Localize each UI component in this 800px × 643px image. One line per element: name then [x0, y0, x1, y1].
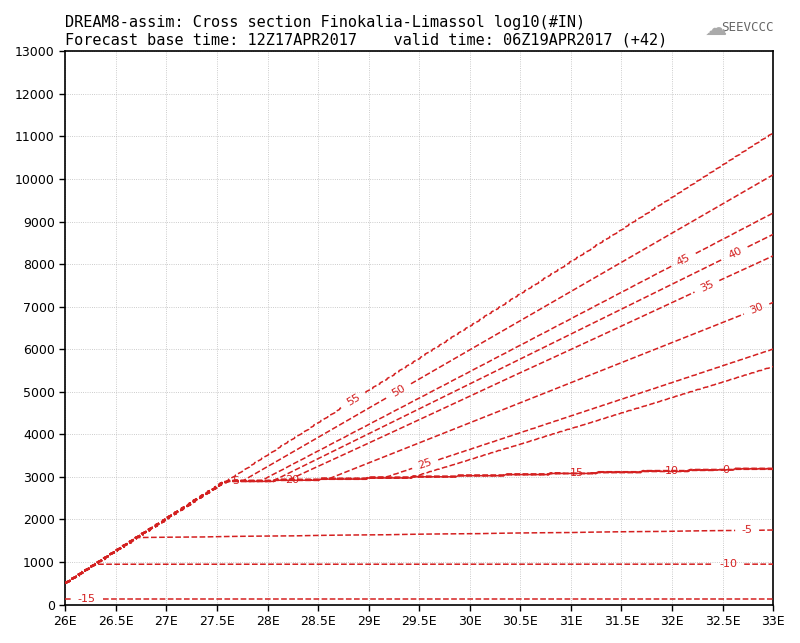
Text: 25: 25	[417, 457, 434, 471]
Text: 35: 35	[698, 279, 715, 294]
Text: SEEVCCC: SEEVCCC	[721, 21, 773, 34]
Text: 5: 5	[232, 476, 239, 486]
Text: 20: 20	[286, 475, 300, 485]
Text: 40: 40	[726, 246, 744, 260]
Text: 30: 30	[748, 302, 765, 316]
Text: ☁: ☁	[705, 19, 727, 39]
Text: -10: -10	[719, 559, 738, 569]
Text: 0: 0	[722, 466, 730, 475]
Text: 15: 15	[570, 468, 584, 478]
Text: DREAM8-assim: Cross section Finokalia-Limassol log10(#IN)
Forecast base time: 12: DREAM8-assim: Cross section Finokalia-Li…	[66, 15, 667, 48]
Text: -5: -5	[742, 525, 753, 536]
Text: 10: 10	[664, 466, 678, 476]
Text: 50: 50	[390, 383, 408, 399]
Text: -15: -15	[78, 594, 95, 604]
Text: 55: 55	[346, 392, 362, 408]
Text: 45: 45	[675, 252, 692, 267]
